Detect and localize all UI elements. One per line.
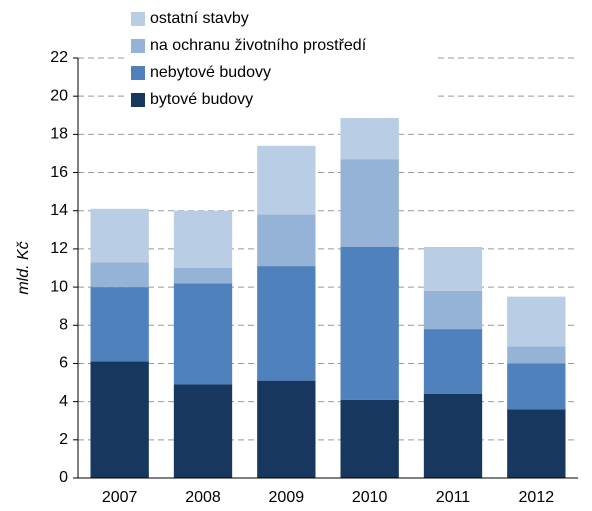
bar-segment [340, 247, 399, 400]
legend-swatch [131, 12, 145, 26]
bar-segment [90, 208, 149, 263]
bar-segment [507, 363, 566, 410]
y-axis-label: mld. Kč [15, 241, 32, 294]
legend-label: ostatní stavby [150, 10, 249, 27]
x-tick-label: 2010 [352, 489, 388, 506]
y-tick-label: 2 [59, 431, 68, 448]
legend-background [128, 6, 438, 118]
x-tick-label: 2007 [102, 489, 138, 506]
bar-segment [340, 399, 399, 478]
y-tick-label: 18 [50, 126, 68, 143]
bar-segment [90, 287, 149, 362]
bar-segment [173, 210, 233, 268]
y-tick-label: 10 [50, 278, 68, 295]
y-tick-label: 22 [50, 49, 68, 66]
y-tick-label: 8 [59, 316, 68, 333]
y-tick-label: 6 [59, 355, 68, 372]
y-tick-label: 16 [50, 164, 68, 181]
bar-segment [173, 268, 233, 284]
y-tick-label: 4 [59, 393, 68, 410]
bar-segment [340, 115, 399, 160]
x-tick-label: 2012 [519, 489, 555, 506]
x-tick-label: 2008 [185, 489, 221, 506]
y-tick-label: 14 [50, 202, 68, 219]
x-tick-label: 2009 [269, 489, 305, 506]
bar-segment [90, 361, 149, 478]
legend-swatch [131, 39, 145, 53]
bar-segment [507, 296, 566, 347]
bar-segment [90, 262, 149, 288]
legend-label: nebytové budovy [150, 64, 271, 81]
x-tick-label: 2011 [436, 489, 471, 506]
y-tick-label: 0 [59, 469, 68, 486]
legend-label: na ochranu životního prostředí [150, 37, 367, 54]
bar-segment [423, 290, 483, 330]
y-tick-label: 20 [50, 87, 68, 104]
bar-segment [507, 409, 566, 478]
bar-segment [173, 384, 233, 478]
bar-segment [257, 266, 316, 381]
bar-segment [340, 159, 399, 247]
bar-segment [257, 214, 316, 267]
legend-swatch [131, 93, 145, 107]
bar-segment [423, 394, 483, 478]
y-tick-label: 12 [50, 240, 68, 257]
bar-segment [173, 283, 233, 385]
legend-label: bytové budovy [150, 91, 253, 108]
bar-segment [423, 247, 483, 291]
bar-segment [507, 346, 566, 364]
bar-segment [423, 329, 483, 394]
bar-segment [257, 145, 316, 215]
bar-segment [257, 380, 316, 478]
legend-swatch [131, 66, 145, 80]
